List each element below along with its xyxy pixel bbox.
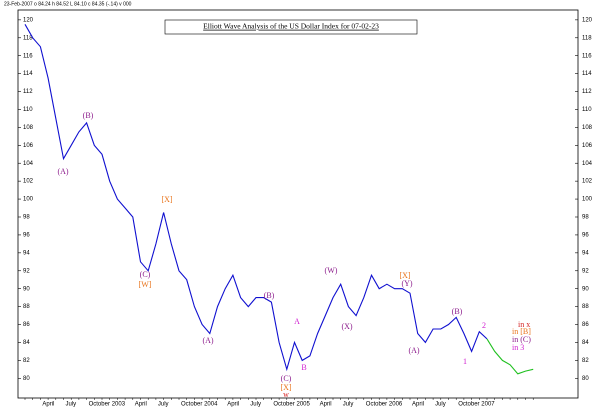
x-tick-label: July — [343, 402, 354, 408]
wave-label: (C) — [281, 374, 292, 383]
wave-label: [X] — [399, 271, 410, 280]
x-tick-label: July — [158, 402, 169, 408]
x-tick-label: October — [181, 402, 202, 408]
y-tick-label: 92 — [23, 268, 30, 274]
x-tick-label: 2006 — [389, 402, 403, 408]
y-tick-label-right: 118 — [582, 35, 592, 41]
y-tick-label: 108 — [23, 125, 34, 131]
x-tick-label: April — [42, 402, 54, 408]
y-tick-label-right: 110 — [582, 107, 592, 113]
y-tick-label: 98 — [23, 215, 30, 221]
x-tick-label: 2005 — [297, 402, 311, 408]
x-tick-label: 2003 — [112, 402, 126, 408]
x-tick-label: April — [412, 402, 424, 408]
y-tick-label-right: 84 — [582, 340, 589, 346]
y-tick-label: 106 — [23, 143, 34, 149]
y-tick-label: 80 — [23, 376, 30, 382]
y-tick-label-right: 90 — [582, 286, 589, 292]
y-tick-label-right: 80 — [582, 376, 589, 382]
x-tick-label: October — [89, 402, 110, 408]
wave-label: in [B] — [512, 327, 531, 336]
y-tick-label-right: 112 — [582, 89, 592, 95]
y-tick-label: 120 — [23, 17, 34, 23]
y-tick-label: 96 — [23, 232, 30, 238]
x-tick-label: October — [458, 402, 479, 408]
y-tick-label-right: 108 — [582, 125, 593, 131]
y-tick-label: 82 — [23, 358, 30, 364]
x-tick-label: April — [135, 402, 147, 408]
wave-label: (A) — [202, 336, 213, 345]
wave-label: (W) — [325, 266, 338, 275]
y-tick-label: 116 — [23, 53, 33, 59]
plot-frame — [17, 9, 579, 399]
wave-label: (B) — [83, 111, 94, 120]
y-tick-label: 110 — [23, 107, 33, 113]
wave-label: (A) — [57, 167, 68, 176]
wave-label: (C) — [140, 270, 151, 279]
wave-label: (X) — [341, 322, 352, 331]
x-tick-label: April — [320, 402, 332, 408]
wave-label: (B) — [264, 291, 275, 300]
y-tick-label-right: 94 — [582, 250, 589, 256]
price-line — [486, 338, 534, 375]
chart-title: Elliott Wave Analysis of the US Dollar I… — [203, 22, 379, 31]
y-tick-label-right: 98 — [582, 215, 589, 221]
x-tick-label: October — [366, 402, 387, 408]
y-tick-label-right: 88 — [582, 304, 589, 310]
wave-label: [W] — [139, 280, 152, 289]
x-tick-label: 2007 — [481, 402, 495, 408]
wave-label: 1 — [463, 357, 467, 366]
y-tick-label: 104 — [23, 161, 34, 167]
y-tick-label-right: 114 — [582, 71, 592, 77]
wave-label: (Y) — [401, 279, 412, 288]
y-tick-label-right: 120 — [582, 17, 593, 23]
y-tick-label-right: 82 — [582, 358, 589, 364]
y-tick-label-right: 96 — [582, 232, 589, 238]
wave-label: w — [283, 390, 289, 399]
y-tick-label: 102 — [23, 179, 34, 185]
y-tick-label: 90 — [23, 286, 30, 292]
y-tick-label-right: 100 — [582, 197, 593, 203]
quote-header: 23-Feb-2007 o 84.24 h 84.52 L 84.10 c 84… — [4, 1, 132, 7]
x-tick-label: 2004 — [204, 402, 218, 408]
x-tick-label: July — [250, 402, 261, 408]
wave-label: (B) — [452, 307, 463, 316]
wave-label: [X] — [161, 195, 172, 204]
title-box — [164, 19, 418, 35]
y-tick-label: 84 — [23, 340, 30, 346]
wave-label: in 3 — [512, 343, 524, 352]
wave-label: 2 — [482, 321, 486, 330]
wave-label: [X] — [280, 383, 291, 392]
x-tick-label: July — [66, 402, 77, 408]
y-tick-label: 114 — [23, 71, 33, 77]
y-tick-label-right: 86 — [582, 322, 589, 328]
wave-label: B — [301, 363, 306, 372]
y-tick-label-right: 92 — [582, 268, 589, 274]
y-tick-label-right: 102 — [582, 179, 593, 185]
wave-label: A — [294, 317, 300, 326]
y-tick-label: 112 — [23, 89, 33, 95]
wave-label: in (C) — [512, 335, 531, 344]
x-tick-label: July — [435, 402, 446, 408]
x-tick-label: April — [227, 402, 239, 408]
wave-label: (A) — [408, 346, 419, 355]
y-tick-label-right: 116 — [582, 53, 592, 59]
price-line — [24, 24, 488, 372]
x-tick-label: October — [273, 402, 294, 408]
y-tick-label: 86 — [23, 322, 30, 328]
wave-label: in x — [518, 320, 530, 329]
y-tick-label-right: 104 — [582, 161, 593, 167]
y-tick-label: 100 — [23, 197, 34, 203]
y-tick-label: 88 — [23, 304, 30, 310]
y-tick-label: 94 — [23, 250, 30, 256]
y-tick-label: 118 — [23, 35, 33, 41]
y-tick-label-right: 106 — [582, 143, 593, 149]
